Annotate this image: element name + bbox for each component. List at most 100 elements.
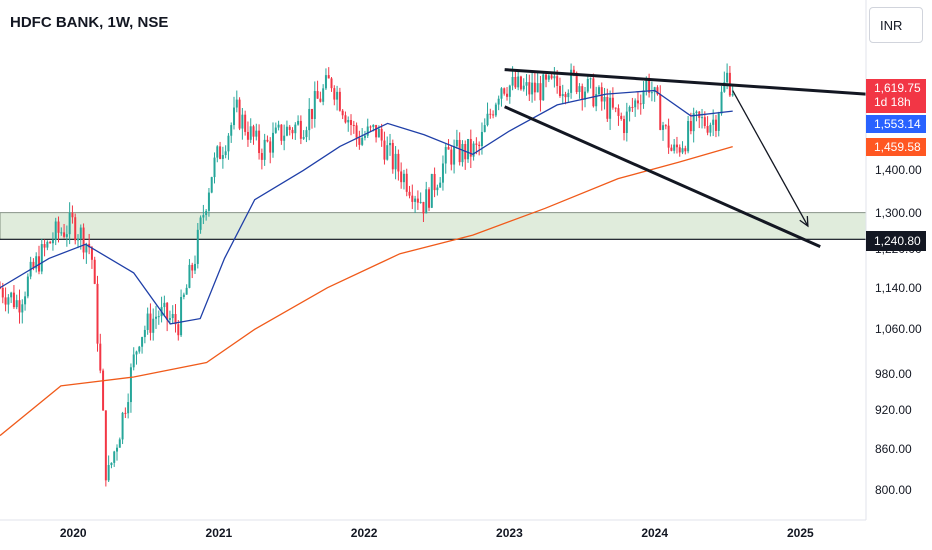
candle-body [319,98,322,102]
candle-body [32,261,35,269]
candle-body [383,140,386,160]
candle-body [202,215,205,218]
candle-body [639,103,642,105]
candle-body [277,124,280,128]
symbol-title[interactable]: HDFC BANK, 1W, NSE [10,14,169,31]
projection-arrow-head [799,216,809,228]
candle-body [171,314,174,319]
candle-body [570,69,573,93]
level-tag: 1,240.80 [866,231,926,251]
candle-body [489,113,492,115]
candle-body [188,264,191,288]
candle-body [581,86,584,100]
candle-body [297,120,300,125]
candle-body [177,324,180,336]
candle-body [511,76,514,86]
candle-body [60,232,63,234]
candle-body [689,121,692,132]
candle-body [545,74,548,80]
candle-body [656,87,659,95]
x-tick-label: 2022 [350,526,378,540]
currency-button[interactable]: INR [869,7,923,43]
candle-body [519,76,522,90]
last-price-tag: 1,619.75 1d 18h [866,79,926,113]
candle-body [71,212,74,218]
candle-body [54,221,57,241]
candle-body [467,138,470,160]
candle-body [416,198,419,203]
candle-body [687,121,690,152]
candle-body [269,141,272,153]
candle-body [157,316,160,318]
candle-body [10,292,13,298]
candle-body [469,138,472,157]
ma-fast-tag: 1,553.14 [866,115,926,133]
candle-body [461,144,464,163]
candle-body [375,124,378,138]
candle-body [238,99,241,129]
candle-body [405,173,408,192]
candle-body [472,143,475,157]
candle-body [322,88,325,102]
candle-body [68,212,71,235]
candle-body [480,131,483,147]
candle-body [436,187,439,191]
candle-body [536,83,539,93]
candle-body [149,313,152,333]
projection-arrow-shaft [732,90,809,227]
candle-body [701,117,704,119]
candle-body [18,300,21,313]
candle-body [439,182,442,188]
candle-body [369,126,372,128]
last-price-value: 1,619.75 [874,81,921,95]
candle-body [327,75,330,79]
candle-body [455,139,458,147]
candle-body [88,243,91,248]
x-tick-label: 2020 [59,526,87,540]
candle-body [645,79,648,91]
candle-body [408,191,411,196]
candle-body [138,346,141,352]
candle-body [116,447,119,452]
candle-body [294,124,297,134]
ma-slow-tag: 1,459.58 [866,138,926,156]
candle-body [308,108,311,131]
x-tick-label: 2021 [205,526,233,540]
candle-body [35,256,38,269]
candle-body [380,128,383,141]
candle-body [124,412,127,414]
candle-body [350,120,353,125]
candle-body [344,115,347,123]
x-tick-label: 2023 [496,526,523,540]
candle-body [572,69,575,73]
candle-body [684,148,687,152]
candle-body [492,114,495,116]
candle-body [272,132,275,153]
candle-body [614,107,617,109]
candle-body [263,139,266,160]
y-tick-label: 1,400.00 [875,163,922,178]
candle-body [235,99,238,108]
candle-body [712,119,715,125]
candle-body [361,137,364,145]
candle-body [447,147,450,150]
candle-body [592,78,595,107]
candle-body [196,229,199,264]
candle-body [132,354,135,368]
candle-body [475,143,478,145]
candle-body [213,157,216,178]
candle-body [355,125,358,138]
candle-body [531,82,534,95]
y-tick-label: 1,140.00 [875,280,922,295]
candle-body [720,91,723,114]
candle-body [428,189,431,208]
candle-body [249,126,252,140]
candle-body [341,110,344,116]
moving-averages-layer [0,89,733,437]
candle-body [678,147,681,153]
candle-body [358,137,361,145]
candle-body [288,126,291,130]
candle-body [57,221,60,233]
candle-body [258,130,261,154]
